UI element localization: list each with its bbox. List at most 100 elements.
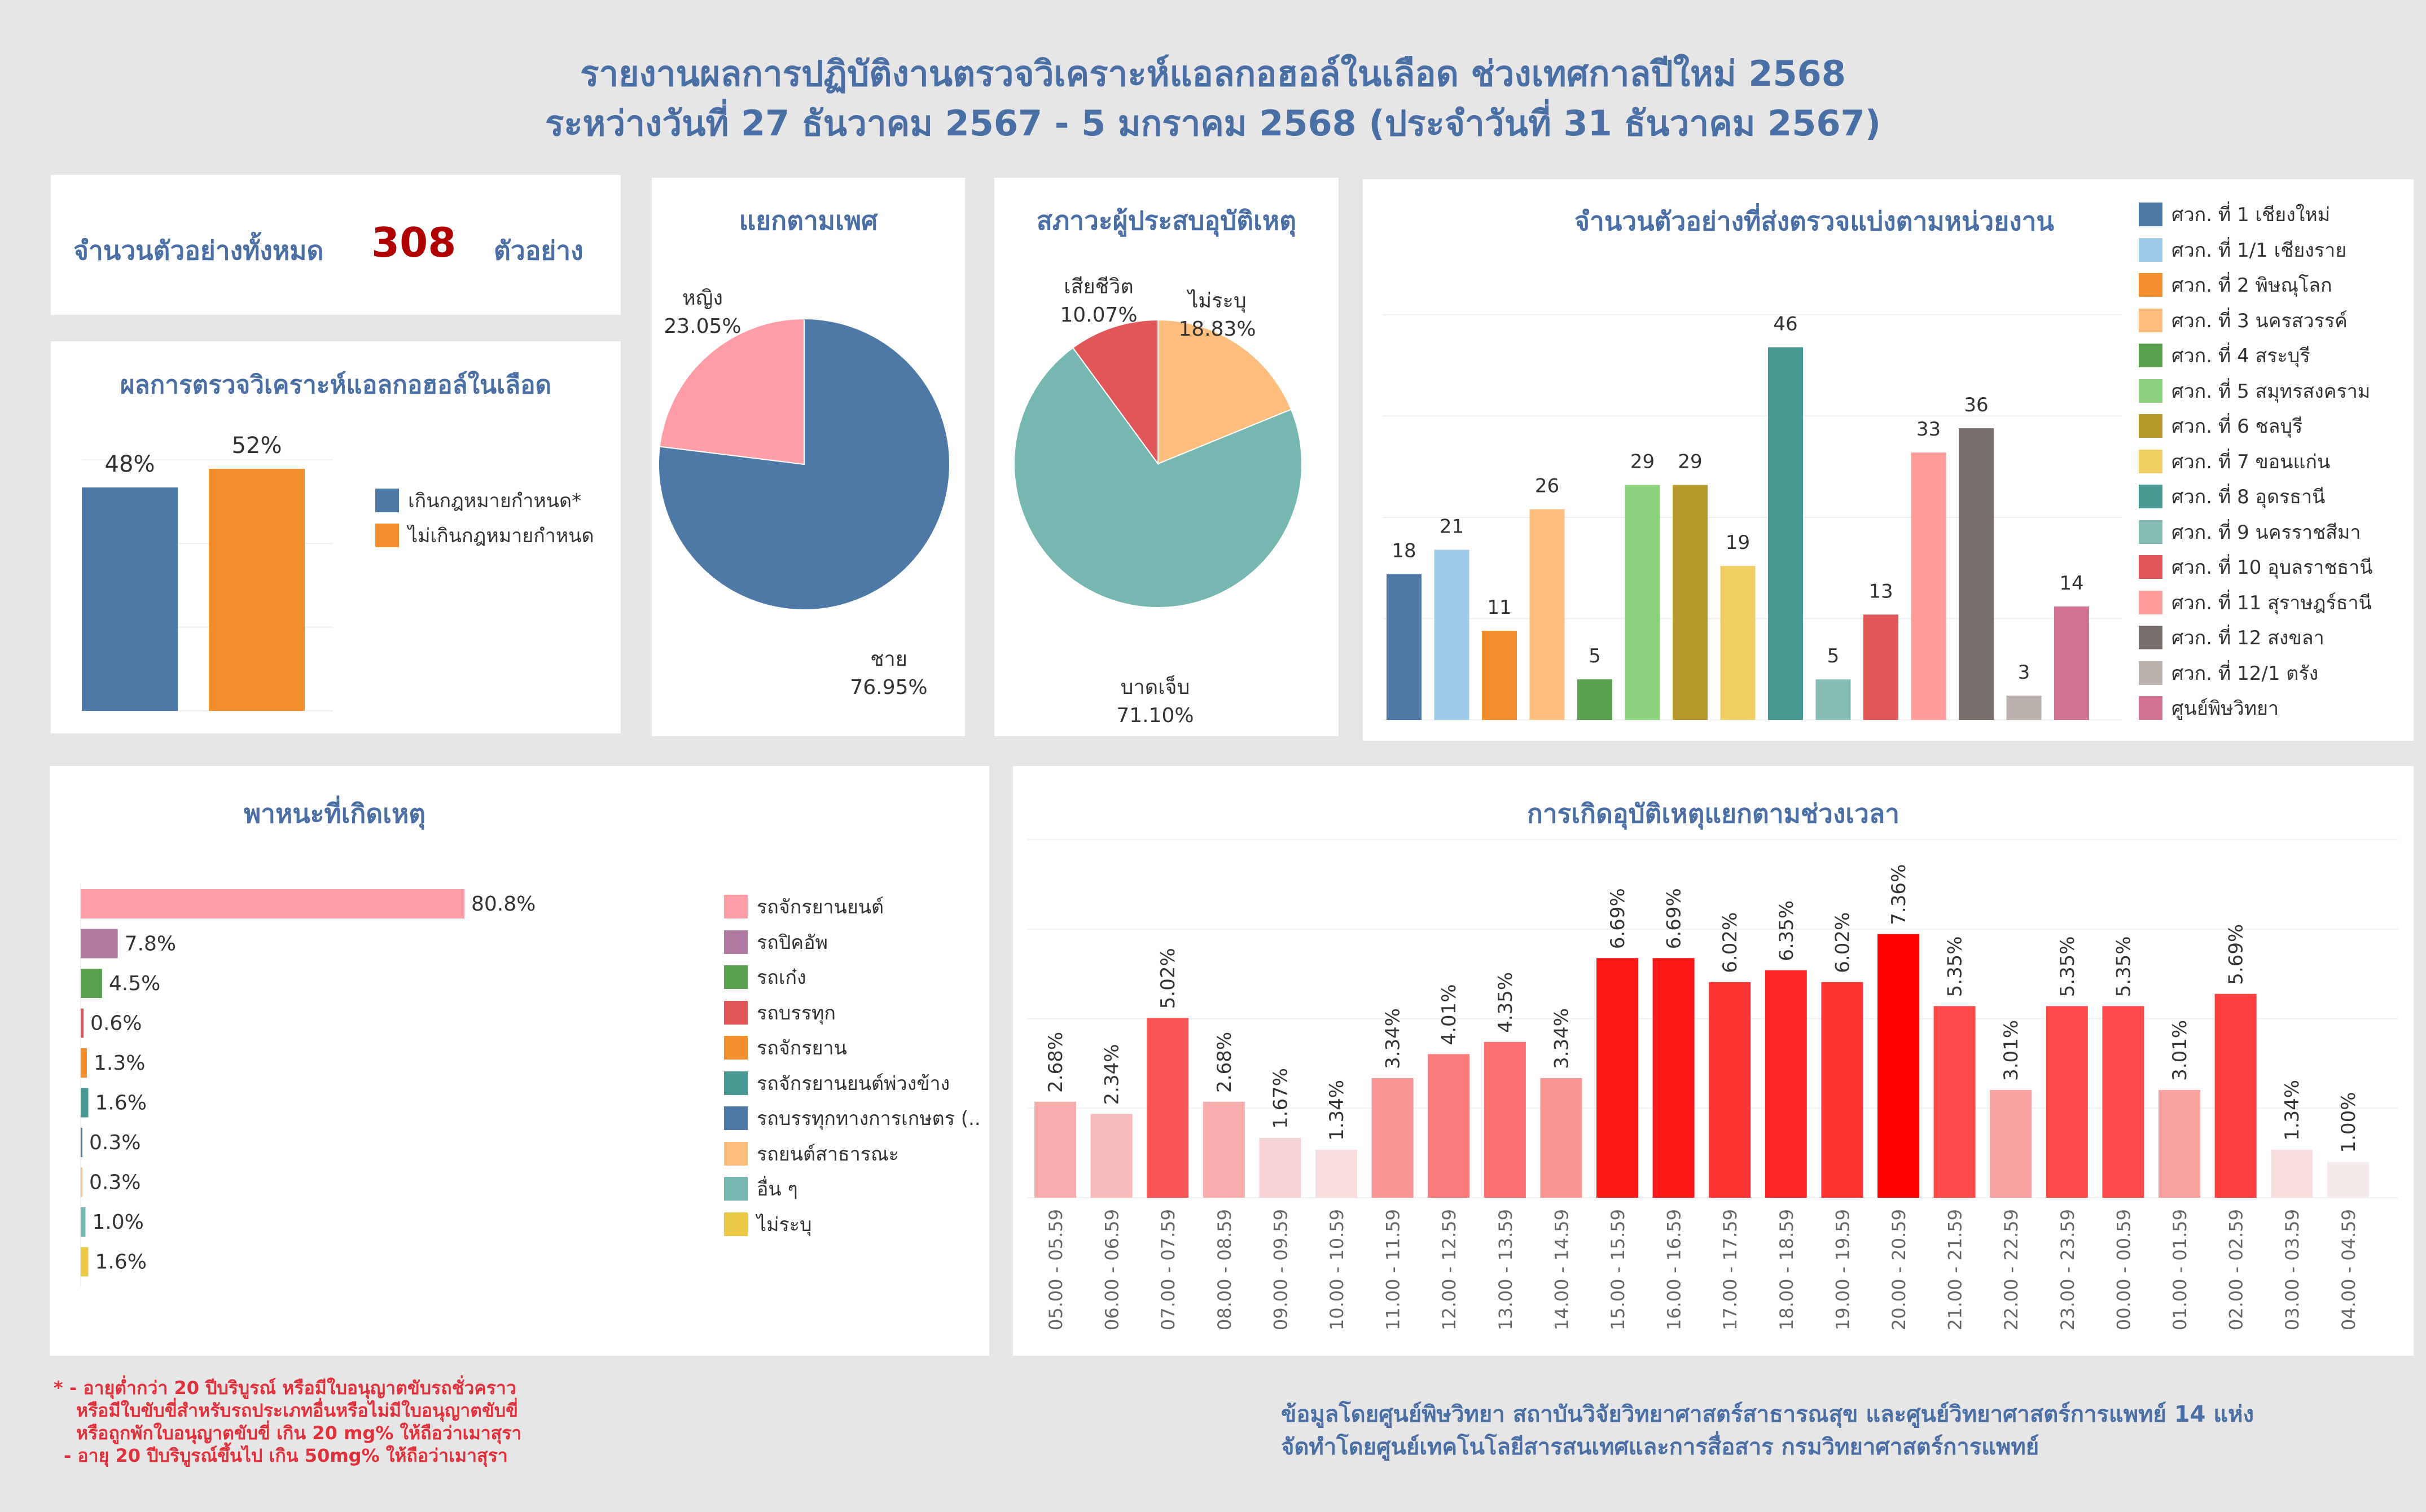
vehicle-title: พาหนะที่เกิดเหตุ: [243, 798, 426, 829]
pie-slice: [1014, 346, 1302, 608]
bar-value-label: 19: [1726, 531, 1750, 554]
bar-value-label: 5.69%: [2225, 924, 2248, 985]
bar-value-label: 6.69%: [1607, 888, 1629, 949]
legend-swatch: [2139, 626, 2162, 649]
credit: ข้อมูลโดยศูนย์พิษวิทยา สถาบันวิจัยวิทยาศ…: [1281, 1398, 2254, 1463]
bar: [1673, 485, 1708, 720]
bar: [1821, 982, 1863, 1198]
bar: [1315, 1149, 1357, 1198]
legend-item: ศวก. ที่ 11 สุราษฎร์ธานี: [2139, 587, 2372, 618]
bar-value-label: 5.35%: [2056, 936, 2079, 997]
bar: [1259, 1137, 1301, 1198]
bar: [81, 1207, 86, 1237]
bar-value-label: 29: [1630, 451, 1655, 473]
legend-swatch: [724, 1071, 748, 1095]
bar: [1877, 934, 1919, 1198]
samples-by-unit-title: จำนวนตัวอย่างที่ส่งตรวจแบ่งตามหน่วยงาน: [1574, 206, 2054, 236]
bar-value-label: 6.02%: [1719, 912, 1741, 973]
footnote-line-3: หรือถูกพักใบอนุญาตขับขี่ เกิน 20 mg% ให้…: [76, 1422, 522, 1444]
bar-value-label: 18: [1392, 540, 1416, 562]
report-title-line1: รายงานผลการปฏิบัติงานตรวจวิเคราะห์แอลกอฮ…: [580, 53, 1846, 94]
x-tick-label: 02.00 - 02.59: [2226, 1209, 2247, 1330]
legend-label: ไม่ระบุ: [757, 1213, 812, 1236]
bar: [1911, 452, 1946, 720]
legend-label: ศวก. ที่ 12 สงขลา: [2171, 627, 2324, 649]
legend-label: รถบรรทุกทางการเกษตร (..: [757, 1107, 981, 1130]
pie-value-label: 18.83%: [1178, 318, 1256, 341]
x-tick-label: 15.00 - 15.59: [1607, 1209, 1629, 1330]
x-tick-label: 16.00 - 16.59: [1664, 1209, 1685, 1330]
credit-line-2: จัดทำโดยศูนย์เทคโนโลยีสารสนเทศและการสื่อ…: [1281, 1434, 2039, 1460]
x-tick-label: 08.00 - 08.59: [1214, 1209, 1235, 1330]
bar: [1652, 958, 1695, 1198]
legend-item: ศวก. ที่ 7 ขอนแก่น: [2139, 446, 2330, 477]
pie-category-label: เสียชีวิต: [1064, 275, 1133, 298]
footnote-line-1: * - อายุต่ำกว่า 20 ปีบริบูรณ์ หรือมีใบอน…: [54, 1377, 516, 1399]
bar-value-label: 5: [1827, 645, 1840, 667]
x-tick-label: 19.00 - 19.59: [1832, 1209, 1853, 1330]
legend-item: ศวก. ที่ 1/1 เชียงราย: [2139, 235, 2346, 265]
x-tick-label: 17.00 - 17.59: [1719, 1209, 1741, 1330]
legend-swatch: [724, 965, 748, 989]
pie-category-label: ชาย: [870, 648, 907, 671]
legend-label: ศวก. ที่ 12/1 ตรัง: [2171, 662, 2319, 685]
bar-value-label: 1.3%: [94, 1052, 145, 1075]
legend-swatch: [2139, 449, 2162, 473]
legend-label: รถยนต์สาธารณะ: [757, 1142, 899, 1166]
credit-line-1: ข้อมูลโดยศูนย์พิษวิทยา สถาบันวิจัยวิทยาศ…: [1281, 1401, 2254, 1427]
legend-label: ศวก. ที่ 1 เชียงใหม่: [2171, 204, 2331, 226]
total-samples-value: 308: [371, 219, 457, 266]
pie-value-label: 76.95%: [850, 676, 927, 699]
legend-label: รถจักรยานยนต์: [757, 896, 884, 918]
gender-panel: แยกตามเพศ ชาย 76.95% หญิง 23.05%: [652, 178, 965, 736]
total-samples-panel: จำนวนตัวอย่างทั้งหมด 308 ตัวอย่าง: [51, 175, 621, 315]
legend-swatch: [2139, 238, 2162, 262]
legend-label: รถจักรยานยนต์พ่วงข้าง: [757, 1072, 950, 1095]
bar: [81, 1088, 89, 1118]
pie-slice: [659, 318, 805, 465]
bar-value-label: 3: [2018, 661, 2030, 684]
bar-value-label: 3.01%: [2169, 1020, 2191, 1081]
x-tick-label: 01.00 - 01.59: [2169, 1209, 2191, 1330]
bar-value-label: 3.01%: [2000, 1020, 2023, 1081]
legend-swatch: [2139, 308, 2162, 332]
legend-swatch: [2139, 414, 2162, 438]
pie-value-label: 10.07%: [1060, 304, 1137, 327]
bar-value-label: 7.36%: [1888, 864, 1910, 925]
vehicle-panel: พาหนะที่เกิดเหตุ 80.8% 7.8% 4.5% 0.6% 1.3% 1.…: [50, 766, 989, 1356]
bar-value-label: 5.35%: [2112, 936, 2135, 997]
bar-value-label: 4.01%: [1438, 984, 1460, 1045]
legend-label: ศวก. ที่ 5 สมุทรสงคราม: [2171, 380, 2371, 403]
bar-value-label: 1.00%: [2337, 1092, 2360, 1153]
bar: [1990, 1089, 2032, 1198]
alcohol-result-panel: ผลการตรวจวิเคราะห์แอลกอฮอล์ในเลือด 48% 52…: [51, 341, 621, 733]
bar: [2046, 1006, 2088, 1198]
legend-swatch: [2139, 661, 2162, 685]
bar-value-label: 13: [1868, 580, 1893, 603]
legend-label: ศวก. ที่ 7 ขอนแก่น: [2171, 450, 2331, 473]
legend-label: ศวก. ที่ 2 พิษณุโลก: [2171, 274, 2332, 297]
footnote: * - อายุต่ำกว่า 20 ปีบริบูรณ์ หรือมีใบอน…: [54, 1377, 521, 1467]
x-tick-label: 23.00 - 23.59: [2057, 1209, 2078, 1330]
legend-label: ไม่เกินกฎหมายกำหนด: [408, 525, 594, 547]
bar-value-label: 1.6%: [95, 1251, 146, 1274]
bar-value-label: 1.67%: [1269, 1068, 1292, 1129]
report-title-line2: ระหว่างวันที่ 27 ธันวาคม 2567 - 5 มกราคม…: [545, 103, 1881, 144]
bar-value-label: 11: [1487, 596, 1511, 619]
bar-value-label: 26: [1535, 475, 1559, 498]
bar: [1709, 982, 1751, 1198]
bar: [1387, 574, 1422, 720]
bar: [1815, 679, 1851, 720]
legend-swatch: [2139, 520, 2162, 544]
bar: [2006, 695, 2042, 720]
legend-item: ศวก. ที่ 4 สระบุรี: [2139, 340, 2310, 371]
legend-item: ไม่เกินกฎหมายกำหนด: [375, 520, 594, 551]
samples-by-unit-chart: 18 21 11 26 5 29 29 19 46 5 13 33 36 3 14: [1383, 313, 2122, 720]
bar-value-label: 2.34%: [1101, 1044, 1124, 1105]
bar: [2159, 1089, 2200, 1198]
legend-label: รถบรรทุก: [757, 1001, 836, 1025]
vehicle-chart: 80.8% 7.8% 4.5% 0.6% 1.3% 1.6% 0.3% 0.3% 1.0% 1.6…: [80, 884, 536, 1287]
bar: [81, 1247, 89, 1277]
legend-label: รถปิคอัพ: [757, 931, 828, 954]
x-tick-label: 03.00 - 03.59: [2282, 1209, 2303, 1330]
